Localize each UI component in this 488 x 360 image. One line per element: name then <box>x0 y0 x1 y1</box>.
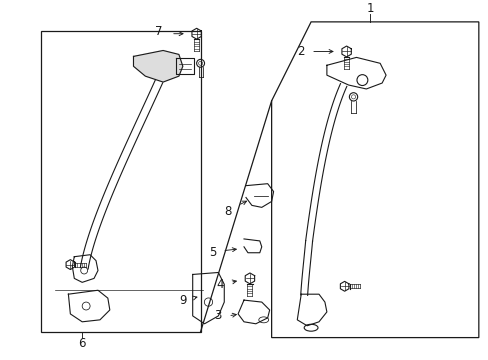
Text: 4: 4 <box>216 278 224 291</box>
Text: 9: 9 <box>179 294 186 307</box>
Polygon shape <box>133 50 183 82</box>
Text: 6: 6 <box>78 337 86 350</box>
Bar <box>41 31 200 332</box>
Text: 7: 7 <box>155 25 163 38</box>
Text: 3: 3 <box>214 309 222 323</box>
Text: 8: 8 <box>224 205 231 218</box>
Text: 5: 5 <box>208 246 216 259</box>
Text: 2: 2 <box>297 45 305 58</box>
Text: 1: 1 <box>366 1 373 14</box>
